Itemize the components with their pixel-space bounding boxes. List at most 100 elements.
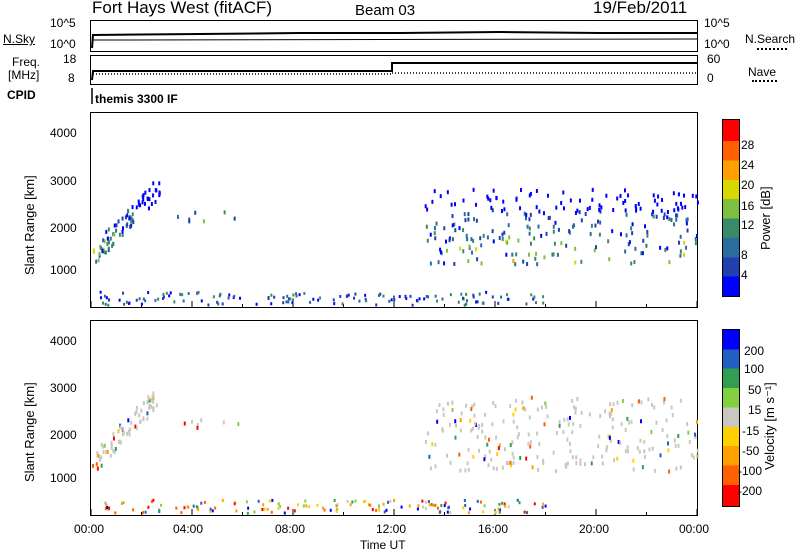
range-time-cell xyxy=(426,238,429,243)
range-time-cell xyxy=(101,444,104,449)
range-time-cell xyxy=(566,437,569,442)
range-time-cell xyxy=(641,465,644,470)
range-time-cell xyxy=(593,248,596,253)
range-time-cell xyxy=(433,226,436,231)
range-time-cell xyxy=(688,440,691,445)
range-time-cell xyxy=(613,458,616,463)
range-time-cell xyxy=(569,449,572,454)
range-time-cell xyxy=(122,501,125,505)
range-time-cell xyxy=(639,438,642,443)
range-time-cell xyxy=(444,501,447,505)
range-time-cell xyxy=(691,193,694,198)
range-time-cell xyxy=(573,405,576,410)
range-time-cell xyxy=(101,301,104,305)
range-time-cell xyxy=(512,461,515,466)
range-time-cell xyxy=(677,443,680,448)
range-time-cell xyxy=(580,259,583,264)
range-time-cell xyxy=(467,511,470,515)
range-time-cell xyxy=(660,208,663,213)
range-time-cell xyxy=(141,200,144,205)
range-time-cell xyxy=(592,455,595,460)
range-time-cell xyxy=(529,440,532,445)
range-time-cell xyxy=(616,456,619,461)
range-time-cell xyxy=(696,454,699,459)
range-time-cell xyxy=(476,300,479,304)
range-time-cell xyxy=(428,503,431,507)
range-time-cell xyxy=(541,505,544,509)
range-time-cell xyxy=(122,426,125,431)
range-time-cell xyxy=(239,296,242,300)
range-time-cell xyxy=(131,212,134,217)
range-time-cell xyxy=(289,297,292,301)
range-time-cell xyxy=(291,298,294,302)
range-time-cell xyxy=(158,191,161,196)
range-time-cell xyxy=(686,421,689,426)
range-time-cell xyxy=(426,295,429,299)
range-time-cell xyxy=(187,292,190,296)
range-time-cell xyxy=(439,250,442,255)
range-time-cell xyxy=(462,249,465,254)
range-time-cell xyxy=(450,202,453,207)
range-time-cell xyxy=(591,197,594,202)
range-time-cell xyxy=(262,503,265,507)
range-time-cell xyxy=(621,398,624,403)
range-time-cell xyxy=(534,256,537,261)
range-time-cell xyxy=(654,468,657,473)
range-time-cell xyxy=(188,219,191,224)
range-time-cell xyxy=(498,510,501,514)
range-time-cell xyxy=(666,209,669,214)
range-time-cell xyxy=(473,217,476,222)
range-time-cell xyxy=(631,403,634,408)
range-time-cell xyxy=(512,412,515,417)
range-time-cell xyxy=(435,221,438,226)
range-time-cell xyxy=(128,301,131,305)
range-time-cell xyxy=(99,457,102,462)
range-time-cell xyxy=(526,511,529,515)
range-time-cell xyxy=(411,303,414,307)
range-time-cell xyxy=(183,506,186,510)
range-time-cell xyxy=(646,229,649,234)
range-time-cell xyxy=(498,236,501,241)
range-time-cell xyxy=(108,298,111,302)
range-time-cell xyxy=(640,400,643,405)
range-time-cell xyxy=(576,396,579,401)
range-time-cell xyxy=(196,425,199,430)
range-time-cell xyxy=(492,400,495,405)
range-time-cell xyxy=(673,222,676,227)
range-time-cell xyxy=(555,431,558,436)
nave-tick-top: 60 xyxy=(707,52,721,66)
range-time-cell xyxy=(638,449,641,454)
range-time-cell xyxy=(524,216,527,221)
range-time-cell xyxy=(476,435,479,440)
range-time-cell xyxy=(472,187,475,192)
range-time-cell xyxy=(295,292,298,296)
range-time-cell xyxy=(683,193,686,198)
range-time-cell xyxy=(679,249,682,254)
range-time-cell xyxy=(222,420,225,425)
range-time-cell xyxy=(409,294,412,298)
range-time-cell xyxy=(473,413,476,418)
range-time-cell xyxy=(151,394,154,399)
range-time-cell xyxy=(684,205,687,210)
range-time-cell xyxy=(661,427,664,432)
range-time-cell xyxy=(486,235,489,240)
range-time-cell xyxy=(484,435,487,440)
range-time-cell xyxy=(118,298,121,302)
range-time-cell xyxy=(528,415,531,420)
range-time-cell xyxy=(511,451,514,456)
range-time-cell xyxy=(467,259,470,264)
range-time-cell xyxy=(354,499,357,503)
range-time-cell xyxy=(176,214,179,219)
range-time-cell xyxy=(517,238,520,243)
range-time-cell xyxy=(536,262,539,267)
range-time-cell xyxy=(286,294,289,298)
range-time-cell xyxy=(186,505,189,509)
range-time-cell xyxy=(617,439,620,444)
range-time-cell xyxy=(451,400,454,405)
range-time-cell xyxy=(636,446,639,451)
range-time-cell xyxy=(600,205,603,210)
range-time-cell xyxy=(469,418,472,423)
range-time-cell xyxy=(525,302,528,306)
range-time-cell xyxy=(483,457,486,462)
